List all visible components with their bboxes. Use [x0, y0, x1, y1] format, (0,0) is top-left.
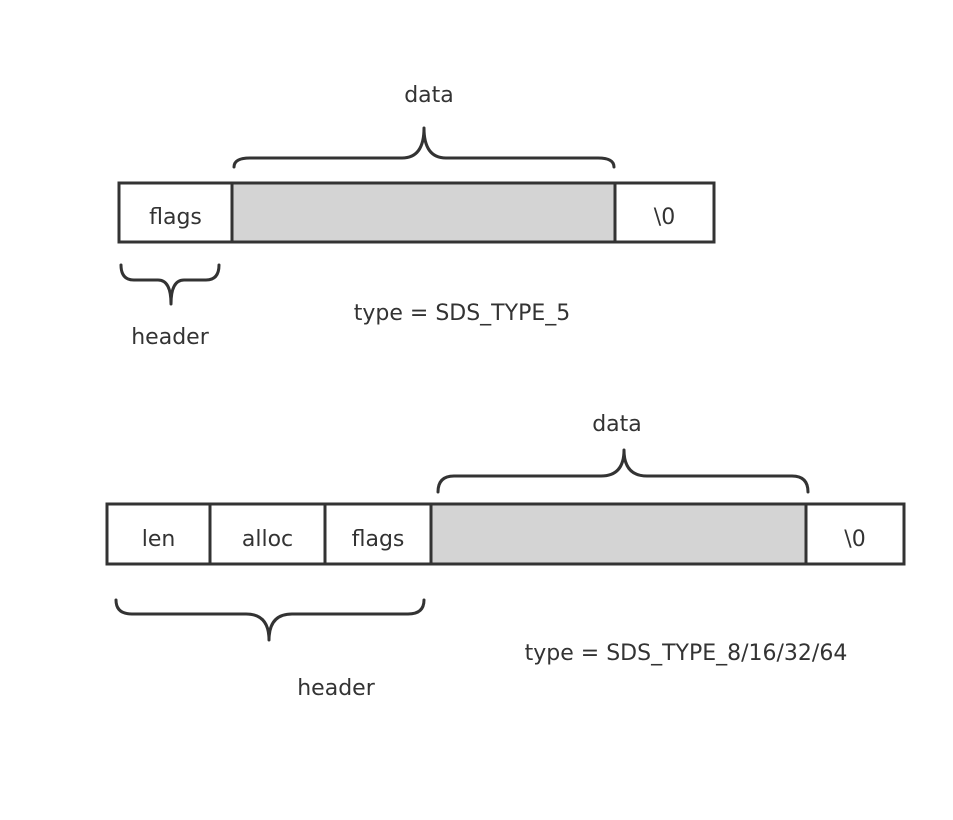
data-label: data: [404, 83, 454, 108]
sds-type8-64-diagram: data len alloc flags \0 header type = SD…: [105, 412, 906, 701]
null-terminator-label: \0: [654, 205, 675, 230]
null-terminator-cell: [613, 181, 716, 244]
data-brace: [436, 448, 810, 494]
alloc-cell-label: alloc: [242, 527, 293, 552]
flags-cell-label: flags: [352, 527, 405, 552]
data-cell: [429, 502, 808, 566]
data-cell: [230, 181, 617, 244]
null-terminator-label: \0: [844, 527, 865, 552]
type-label: type = SDS_TYPE_5: [354, 301, 570, 326]
len-cell: [105, 502, 212, 566]
header-brace: [119, 263, 221, 306]
sds-type5-diagram: data flags \0 header type = SDS_TYPE_5: [117, 83, 716, 350]
data-brace: [232, 126, 616, 169]
flags-cell-label: flags: [149, 205, 202, 230]
flags-cell: [117, 181, 234, 244]
data-label: data: [592, 412, 642, 437]
type-label: type = SDS_TYPE_8/16/32/64: [525, 641, 848, 666]
header-label: header: [297, 676, 375, 701]
header-label: header: [131, 325, 209, 350]
header-brace: [114, 598, 426, 642]
len-cell-label: len: [142, 527, 176, 552]
null-terminator-cell: [804, 502, 906, 566]
flags-cell: [323, 502, 433, 566]
